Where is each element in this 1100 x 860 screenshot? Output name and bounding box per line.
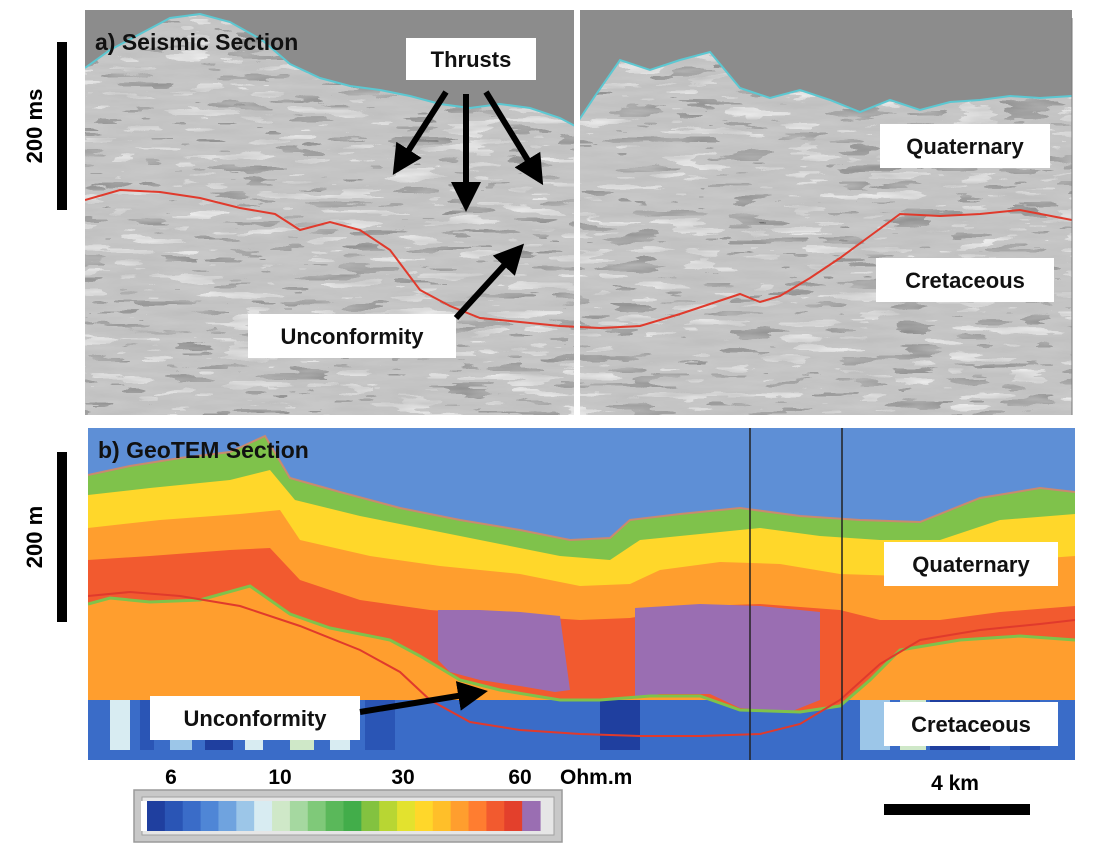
vertical-depth-scale-label: 200 m [22,506,47,568]
quaternary-label-box-a [880,124,1050,168]
colorbar-swatch [432,801,452,831]
colorbar-tick-6: 6 [165,766,177,789]
geotem-unconformity-line [88,590,1075,737]
seismic-section-panel: a) Seismic Section 200 ms Thrusts Quater… [22,10,1073,415]
geotem-resistivity-boundary [88,584,1075,714]
colorbar-swatch [289,801,309,831]
geotem-top-surface [88,434,1075,542]
colorbar-swatch [486,801,505,831]
colorbar-swatch [450,801,470,831]
colorbar-unit-label: Ohm.m [560,766,632,789]
colorbar-swatch [522,801,541,831]
quaternary-label-b: Quaternary [912,552,1030,577]
colorbar-tick-10: 10 [268,766,291,789]
unconformity-label-b: Unconformity [184,706,328,731]
geotem-section-title: b) GeoTEM Section [98,437,309,463]
thrust-arrow-right [483,90,544,186]
quaternary-label-a: Quaternary [906,134,1024,159]
colorbar-swatch [147,801,166,831]
colorbar-swatch [236,801,255,831]
colorbar-swatch [325,801,345,831]
seismic-line-gap [574,10,580,415]
cretaceous-label-a: Cretaceous [905,268,1025,293]
colorbar-swatch [272,801,291,831]
colorbar-swatch [254,801,273,831]
horizontal-scale-bar [884,804,1030,815]
colorbar-swatch [343,801,362,831]
colorbar-swatch [361,801,380,831]
vertical-time-scale-bar [57,42,67,210]
red-layer [88,548,1075,712]
vertical-depth-scale-bar [57,452,67,622]
unconformity-label-box-a [248,314,456,358]
colorbar-swatch [182,801,202,831]
geotem-section-panel: b) GeoTEM Section 200 m Quaternary Creta… [22,428,1075,760]
seismic-section-title: a) Seismic Section [95,29,298,55]
unconformity-arrow-a [453,243,525,321]
colorbar-tick-60: 60 [508,766,531,789]
colorbar-swatch [218,801,237,831]
cretaceous-label-box-b [884,702,1058,746]
colorbar-swatch [397,801,416,831]
purple-high-resistivity-2 [635,604,820,712]
colorbar-swatch [200,801,220,831]
resistivity-color-bar: 6 10 30 60 Ohm.m [133,766,632,843]
quaternary-label-box-b [884,542,1058,586]
cretaceous-label-box-a [876,258,1054,302]
thrusts-label: Thrusts [431,47,512,72]
purple-high-resistivity [438,610,570,692]
horizontal-scale-label: 4 km [931,772,979,795]
thrusts-label-box [406,38,536,80]
colorbar-swatch-white [141,801,149,831]
unconformity-arrow-b [359,681,488,715]
colorbar-swatch [504,801,523,831]
vertical-time-scale-label: 200 ms [22,89,47,164]
colorbar-swatch [379,801,398,831]
colorbar-tick-30: 30 [391,766,414,789]
colorbar-swatch [414,801,434,831]
colorbar-swatches [141,801,541,831]
colorbar-swatch [164,801,184,831]
unconformity-label-a: Unconformity [281,324,425,349]
colorbar-swatch [307,801,327,831]
horizontal-distance-scale: 4 km [884,772,1030,815]
cretaceous-label-b: Cretaceous [911,712,1031,737]
thrust-arrow-left [392,90,449,176]
colorbar-swatch [468,801,488,831]
unconformity-label-box-b [150,696,360,740]
